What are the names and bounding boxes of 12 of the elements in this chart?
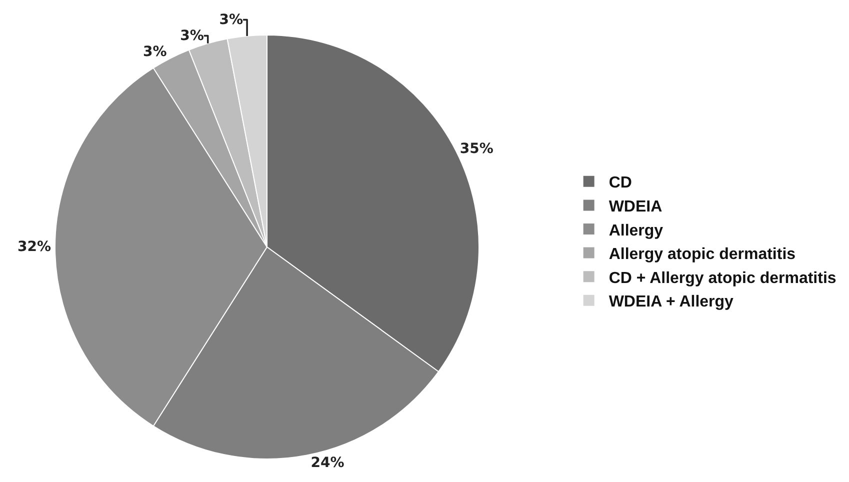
legend-label: WDEIA bbox=[608, 198, 663, 216]
legend-label: CD + Allergy atopic dermatitis bbox=[608, 270, 836, 287]
data-label: 3% bbox=[219, 12, 244, 28]
data-label: 24% bbox=[310, 454, 344, 471]
data-label: 3% bbox=[142, 44, 167, 60]
data-label: 3% bbox=[180, 28, 204, 44]
data-label: 32% bbox=[17, 239, 51, 255]
data-label: 35% bbox=[460, 141, 494, 158]
legend-label: CD bbox=[608, 174, 632, 192]
legend-label: WDEIA + Allergy bbox=[608, 294, 734, 311]
legend-label: Allergy atopic dermatitis bbox=[608, 246, 796, 264]
legend-label: Allergy bbox=[608, 222, 664, 240]
